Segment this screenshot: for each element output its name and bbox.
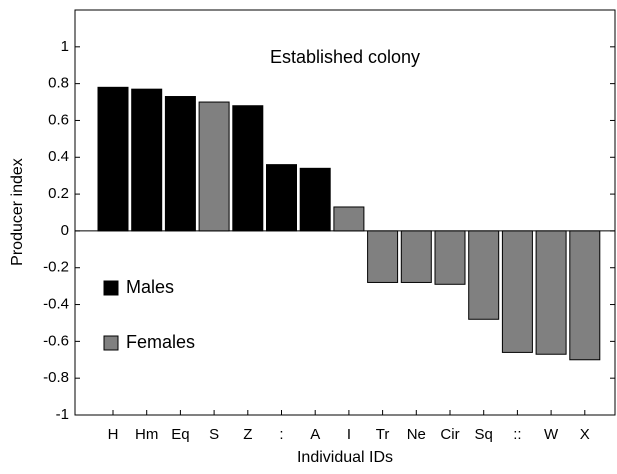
- bar: [535, 230, 567, 355]
- x-tick-label: Sq: [475, 426, 493, 443]
- legend-swatch: [103, 280, 119, 296]
- x-tick-label: Ne: [407, 426, 426, 443]
- legend-label: Females: [126, 332, 195, 352]
- x-tick-label: Hm: [135, 426, 158, 443]
- y-tick-label: -0.4: [43, 296, 69, 313]
- bar: [266, 164, 297, 232]
- y-tick-label: -0.8: [43, 369, 69, 386]
- bar: [569, 230, 601, 361]
- plot-frame: [74, 9, 616, 416]
- chart-title: Established colony: [270, 47, 420, 67]
- y-tick-label: 1: [61, 38, 69, 55]
- bar: [198, 101, 230, 232]
- y-tick-label: -1: [56, 406, 69, 423]
- x-tick-label: A: [310, 426, 320, 443]
- bar: [97, 86, 129, 232]
- bar: [400, 230, 432, 283]
- x-tick-label: ::: [513, 426, 521, 443]
- x-tick-label: I: [347, 426, 351, 443]
- x-tick-label: Eq: [171, 426, 189, 443]
- bar: [367, 230, 399, 283]
- y-tick-label: 0.4: [48, 148, 69, 165]
- bar: [333, 206, 365, 232]
- bar: [468, 230, 500, 320]
- bar: [131, 88, 163, 232]
- bar: [232, 105, 264, 232]
- x-tick-label: :: [279, 426, 283, 443]
- x-tick-label: Tr: [376, 426, 390, 443]
- bar: [434, 230, 466, 285]
- bar: [501, 230, 533, 353]
- bar: [164, 96, 196, 232]
- legend-swatch: [103, 335, 119, 351]
- y-tick-label: -0.2: [43, 259, 69, 276]
- x-tick-label: Z: [243, 426, 252, 443]
- y-axis-label: Producer index: [9, 158, 26, 266]
- legend-label: Males: [126, 277, 174, 297]
- x-axis-label: Individual IDs: [297, 449, 393, 466]
- x-tick-label: X: [580, 426, 590, 443]
- x-tick-label: H: [108, 426, 119, 443]
- bar: [299, 167, 331, 232]
- x-tick-label: S: [209, 426, 219, 443]
- y-tick-label: 0.6: [48, 111, 69, 128]
- y-tick-label: 0: [61, 222, 69, 239]
- y-tick-label: 0.2: [48, 185, 69, 202]
- x-tick-label: W: [544, 426, 559, 443]
- x-tick-label: Cir: [440, 426, 459, 443]
- y-tick-label: 0.8: [48, 75, 69, 92]
- y-tick-label: -0.6: [43, 332, 69, 349]
